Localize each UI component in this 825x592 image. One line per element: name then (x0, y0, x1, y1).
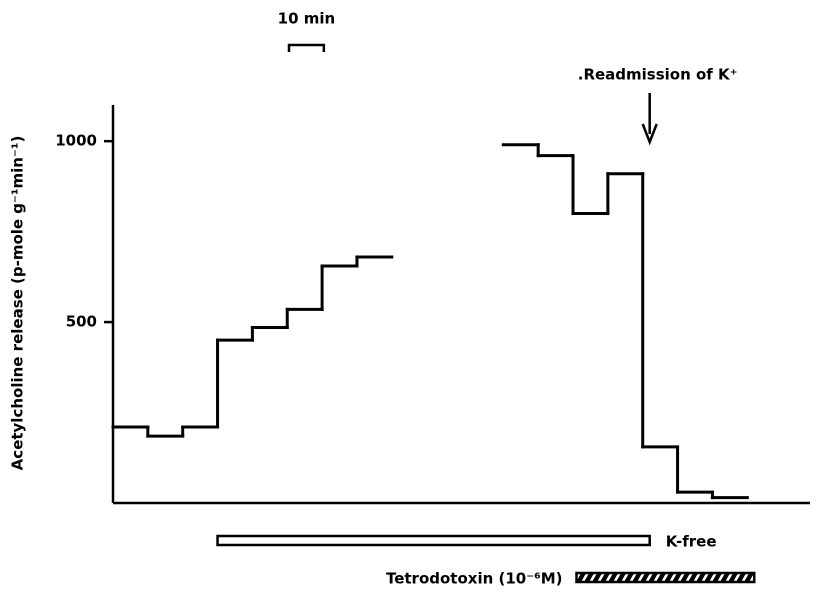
period-bar (575, 571, 756, 584)
y-tick-label: 500 (66, 313, 97, 331)
scale-bar (287, 43, 326, 52)
y-tick-label: 1000 (55, 132, 97, 150)
scale-bar-label: 10 min (278, 10, 336, 28)
period-bar (216, 534, 651, 547)
annotation-arrowhead (641, 123, 658, 146)
period-label: Tetrodotoxin (10⁻⁶M) (386, 570, 563, 588)
y-axis-label: Acetylcholine release (p-mole g⁻¹min⁻¹) (9, 136, 27, 471)
annotation: .Readmission of K⁺ (578, 66, 738, 84)
period-label: K-free (666, 533, 717, 551)
